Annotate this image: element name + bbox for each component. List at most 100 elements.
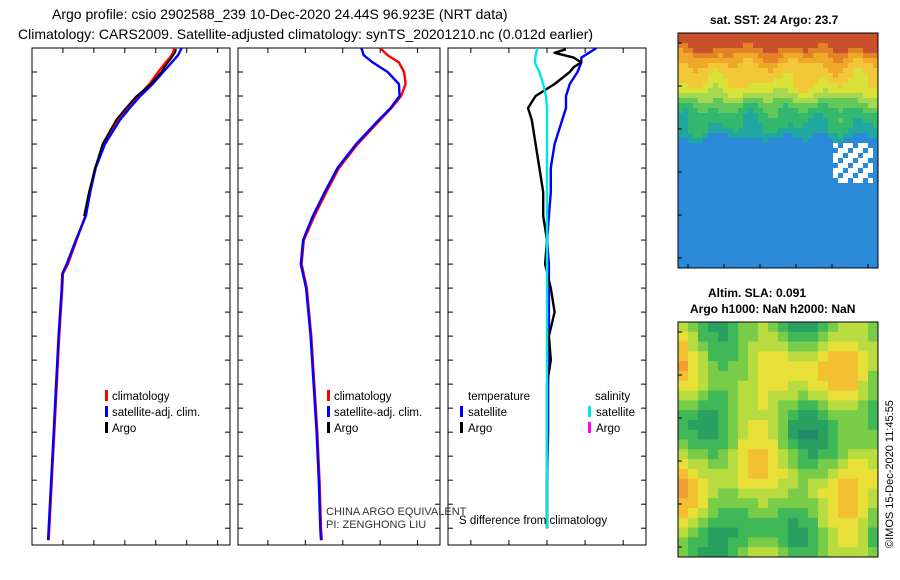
- map-cell: [748, 83, 754, 89]
- map-cell: [748, 478, 759, 489]
- map-cell: [768, 188, 774, 194]
- map-cell: [748, 113, 754, 119]
- map-cell: [758, 63, 764, 69]
- map-cell: [798, 178, 804, 184]
- map-cell: [818, 410, 829, 421]
- map-cell: [873, 98, 879, 104]
- map-cell: [858, 103, 864, 109]
- map-cell: [753, 63, 759, 69]
- map-cell: [793, 168, 799, 174]
- map-cell: [758, 128, 764, 134]
- map-cell: [863, 63, 869, 69]
- map-cell: [798, 233, 804, 239]
- map-cell: [723, 188, 729, 194]
- map-cell: [813, 103, 819, 109]
- map-cell: [778, 322, 789, 333]
- map-cell: [828, 390, 839, 401]
- map-cell: [718, 128, 724, 134]
- map-cell: [848, 163, 854, 169]
- map-cell: [733, 248, 739, 254]
- map-cell: [773, 143, 779, 149]
- map-cell: [773, 118, 779, 124]
- map-cell: [708, 351, 719, 362]
- map-cell: [838, 223, 844, 229]
- map-cell: [723, 263, 729, 269]
- map-cell: [858, 527, 869, 538]
- series-line-argo: [83, 48, 178, 217]
- map-cell: [688, 148, 694, 154]
- map-cell: [808, 341, 819, 352]
- map-cell: [858, 133, 864, 139]
- map-cell: [788, 133, 794, 139]
- map-cell: [728, 400, 739, 411]
- sla-map-subtitle: Argo h1000: NaN h2000: NaN: [690, 302, 855, 316]
- map-cell: [783, 233, 789, 239]
- map-cell: [803, 188, 809, 194]
- map-cell: [858, 419, 869, 431]
- map-cell: [743, 238, 749, 244]
- map-cell: [868, 228, 874, 234]
- map-cell: [683, 158, 689, 164]
- map-cell: [843, 238, 849, 244]
- map-cell: [723, 168, 729, 174]
- map-cell: [813, 108, 819, 114]
- map-cell: [753, 163, 759, 169]
- map-cell: [683, 253, 689, 259]
- map-cell: [778, 178, 784, 184]
- map-cell: [698, 113, 704, 119]
- map-cell: [818, 547, 829, 558]
- map-cell: [863, 168, 869, 174]
- map-cell: [753, 133, 759, 139]
- map-cell: [698, 361, 709, 372]
- map-cell: [698, 233, 704, 239]
- map-cell: [718, 429, 729, 440]
- map-cell: [868, 193, 874, 199]
- map-cell: [838, 128, 844, 134]
- map-cell: [738, 400, 749, 411]
- map-cell: [688, 178, 694, 184]
- map-cell: [803, 133, 809, 139]
- map-cell: [708, 468, 719, 480]
- map-cell: [843, 48, 849, 54]
- map-cell: [723, 198, 729, 204]
- map-cell: [858, 163, 864, 169]
- map-cell: [868, 68, 874, 74]
- map-cell: [868, 103, 874, 109]
- map-cell: [713, 73, 719, 79]
- map-cell: [688, 208, 694, 214]
- map-cell: [788, 78, 794, 84]
- map-cell: [833, 228, 839, 234]
- map-cell: [858, 498, 869, 509]
- map-cell: [753, 108, 759, 114]
- map-cell: [848, 38, 854, 44]
- map-cell: [868, 188, 874, 194]
- map-cell: [858, 439, 869, 450]
- map-cell: [708, 449, 719, 460]
- map-cell: [738, 449, 749, 460]
- map-cell: [738, 258, 744, 264]
- map-cell: [758, 439, 769, 450]
- map-cell: [763, 158, 769, 164]
- map-cell: [738, 88, 744, 94]
- map-cell: [873, 238, 879, 244]
- map-cell: [763, 83, 769, 89]
- map-cell: [778, 488, 789, 499]
- map-cell: [773, 213, 779, 219]
- map-cell: [843, 253, 849, 259]
- map-cell: [738, 429, 749, 440]
- sst-map-frame: [677, 32, 879, 269]
- map-cell: [778, 390, 789, 401]
- map-cell: [868, 547, 879, 558]
- map-cell: [843, 148, 849, 154]
- map-cell: [863, 253, 869, 259]
- map-cell: [793, 38, 799, 44]
- map-cell: [863, 188, 869, 194]
- map-cell: [723, 33, 729, 39]
- map-cell: [828, 258, 834, 264]
- map-cell: [778, 400, 789, 411]
- map-cell: [798, 380, 809, 391]
- map-cell: [848, 193, 854, 199]
- map-cell: [678, 53, 684, 59]
- map-cell: [788, 98, 794, 104]
- map-cell: [738, 218, 744, 224]
